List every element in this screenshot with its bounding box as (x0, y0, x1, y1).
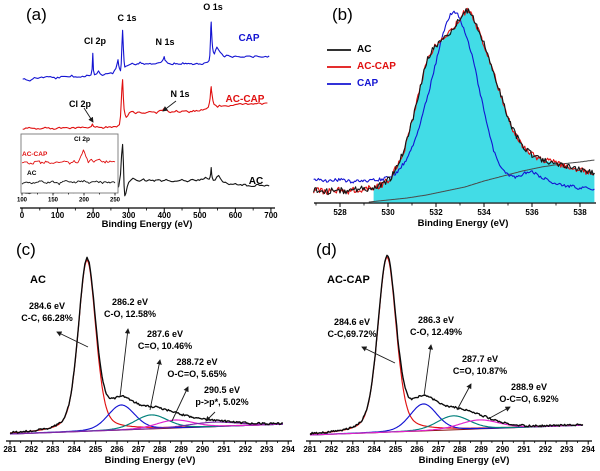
panel-b-plot: 528 530 532 534 536 538 (313, 7, 596, 217)
panel-b-xlabel: Binding Energy (eV) (417, 218, 509, 229)
legend-label-accap: AC-CAP (357, 61, 396, 72)
panel-a-plot: 0 100 200 300 400 500 600 700 100 150 200 250 (17, 21, 278, 220)
svg-text:400: 400 (158, 211, 172, 220)
peak-label-cl2p: Cl 2p (83, 36, 107, 46)
annotation: C-O, 12.58% (103, 309, 157, 319)
svg-text:282: 282 (325, 445, 339, 454)
panel-c-xlabel: Binding Energy (eV) (104, 455, 196, 466)
svg-text:200: 200 (86, 211, 100, 220)
annotation: O-C=O, 6.92% (499, 394, 559, 404)
panel-a-letter: (a) (26, 5, 47, 24)
svg-text:500: 500 (193, 211, 207, 220)
curve-label-cap: CAP (238, 33, 260, 44)
panel-d-plot: 281 282 283 284 285 286 287 288 289 290 291 292 293 2… (303, 254, 596, 454)
svg-text:285: 285 (89, 445, 103, 454)
annotation: 288.72 eV (176, 357, 218, 367)
inset-peak-label-cl2p: Cl 2p (74, 136, 90, 143)
svg-text:538: 538 (573, 208, 587, 217)
svg-text:290: 290 (196, 445, 210, 454)
svg-text:288: 288 (453, 445, 467, 454)
svg-text:294: 294 (582, 445, 596, 454)
annotation: 284.6 eV (333, 317, 371, 327)
annotation: p->p*, 5.02% (195, 397, 249, 407)
annotation: C-C, 66.28% (21, 313, 73, 323)
svg-text:532: 532 (429, 208, 443, 217)
svg-text:534: 534 (477, 208, 491, 217)
curve-label-ac: AC (248, 176, 264, 187)
peak-label-red-n1s: N 1s (170, 89, 190, 99)
svg-text:290: 290 (496, 445, 510, 454)
peak-label-red-cl2p: Cl 2p (68, 99, 92, 109)
svg-text:287: 287 (132, 445, 146, 454)
svg-text:292: 292 (539, 445, 553, 454)
svg-text:294: 294 (282, 445, 296, 454)
svg-text:292: 292 (239, 445, 253, 454)
svg-text:293: 293 (560, 445, 574, 454)
svg-text:283: 283 (46, 445, 60, 454)
annotation: 290.5 eV (203, 385, 241, 395)
svg-text:281: 281 (303, 445, 317, 454)
curve-label-accap: AC-CAP (225, 94, 265, 105)
svg-text:250: 250 (110, 198, 121, 204)
annotation: 287.7 eV (461, 354, 499, 364)
svg-text:293: 293 (260, 445, 274, 454)
annotation: C-C,69.72% (327, 329, 377, 339)
svg-text:300: 300 (122, 211, 136, 220)
svg-text:281: 281 (3, 445, 17, 454)
peak-label-c1s: C 1s (117, 13, 137, 23)
svg-text:284: 284 (68, 445, 82, 454)
annotation: 286.3 eV (417, 315, 455, 325)
annotation: C=O, 10.46% (137, 341, 193, 351)
peak-label-n1s: N 1s (155, 37, 175, 47)
svg-text:200: 200 (79, 198, 90, 204)
svg-text:291: 291 (517, 445, 531, 454)
svg-text:528: 528 (333, 208, 347, 217)
svg-text:100: 100 (17, 198, 28, 204)
panel-c-letter: (c) (16, 240, 36, 259)
annotation: O-C=O, 5.65% (167, 369, 227, 379)
legend-label-cap: CAP (357, 78, 379, 89)
panel-d-xlabel: Binding Energy (eV) (418, 455, 510, 466)
svg-text:150: 150 (48, 198, 59, 204)
annotation: C=O, 10.87% (452, 366, 508, 376)
svg-text:289: 289 (475, 445, 489, 454)
inset-curve-label-accap: AC-CAP (22, 151, 48, 158)
svg-text:289: 289 (175, 445, 189, 454)
inset-curve-label-ac: AC (27, 170, 37, 177)
panel-c-plot: 281 282 283 284 285 286 287 288 289 290 291 292 293 2… (3, 256, 296, 454)
svg-text:536: 536 (525, 208, 539, 217)
panel-d-sample: AC-CAP (327, 274, 370, 286)
svg-text:530: 530 (381, 208, 395, 217)
svg-text:286: 286 (410, 445, 424, 454)
annotation: C-O, 12.49% (409, 327, 463, 337)
annotation: 284.6 eV (28, 301, 66, 311)
svg-text:600: 600 (229, 211, 243, 220)
svg-text:288: 288 (153, 445, 167, 454)
annotation: 287.6 eV (146, 329, 184, 339)
annotation: 286.2 eV (111, 297, 149, 307)
peak-label-o1s: O 1s (203, 2, 223, 12)
svg-text:283: 283 (346, 445, 360, 454)
annotation: 288.9 eV (510, 382, 548, 392)
legend-label-ac: AC (357, 44, 372, 55)
svg-text:285: 285 (389, 445, 403, 454)
panel-a-xlabel: Binding Energy (eV) (101, 219, 193, 230)
panel-d-letter: (d) (316, 240, 337, 259)
svg-text:287: 287 (432, 445, 446, 454)
svg-text:282: 282 (25, 445, 39, 454)
svg-text:284: 284 (368, 445, 382, 454)
svg-text:291: 291 (217, 445, 231, 454)
panel-b-letter: (b) (332, 5, 353, 24)
svg-text:700: 700 (264, 211, 278, 220)
svg-text:100: 100 (51, 211, 65, 220)
panel-c-sample: AC (30, 274, 46, 286)
svg-text:286: 286 (110, 445, 124, 454)
svg-text:0: 0 (20, 211, 25, 220)
